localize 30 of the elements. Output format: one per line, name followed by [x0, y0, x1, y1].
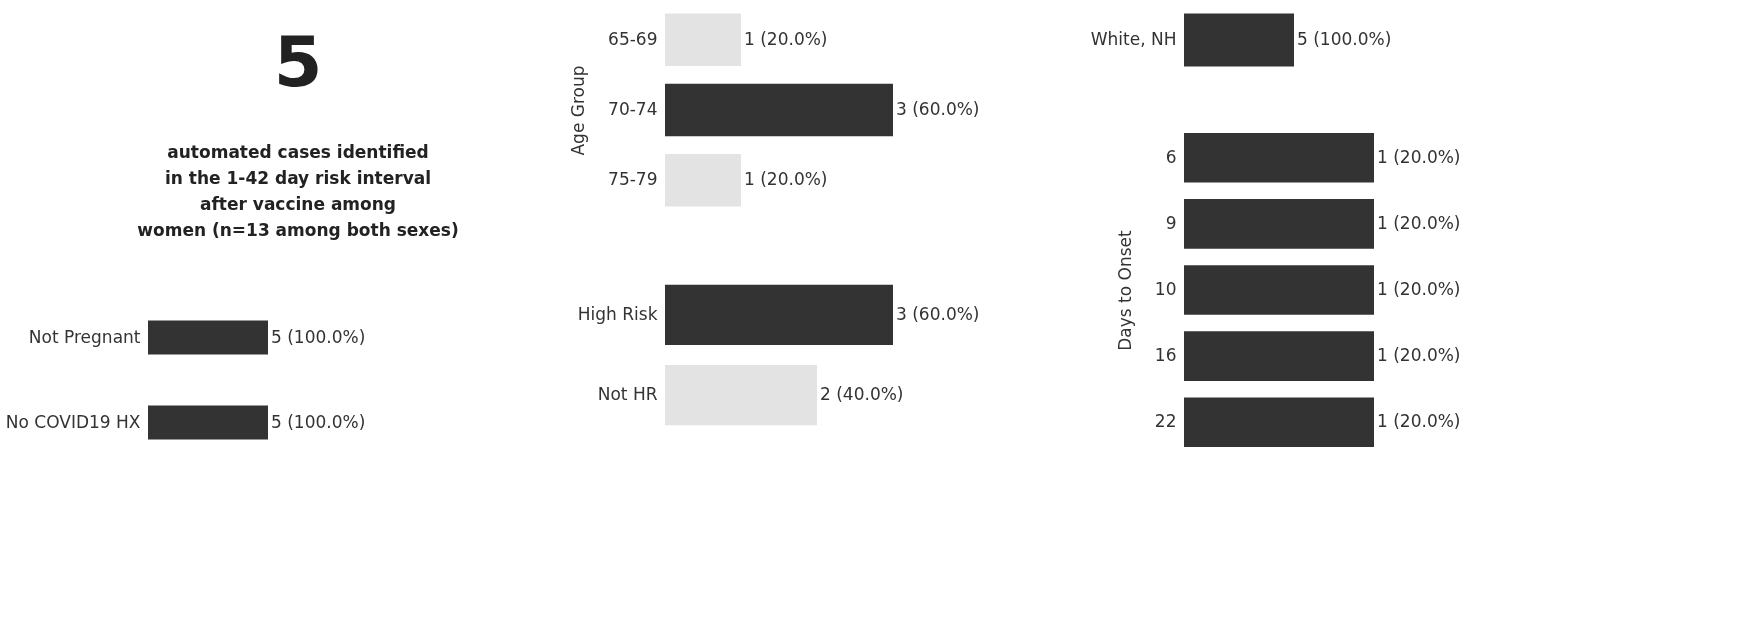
y-tick-label: 75-79 [608, 169, 658, 190]
y-tick-label: Not HR [597, 384, 658, 405]
y-tick-label: 9 [1165, 212, 1177, 233]
text: automated cases identified in the 1-42 day risk interval after vaccine among women (n=13 among both sexes) [137, 142, 459, 240]
y-axis-title: Age Group [568, 65, 589, 156]
data-label: 1 (20.0%) [744, 169, 828, 190]
data-label: 2 (40.0%) [820, 384, 904, 405]
y-tick-label: 10 [1154, 279, 1177, 299]
y-tick-label: 70-74 [608, 99, 658, 119]
y-tick-label: No COVID19 HX [5, 411, 141, 432]
y-tick-label: 16 [1154, 345, 1177, 366]
data-label: 1 (20.0%) [744, 28, 828, 49]
data-label: 1 (20.0%) [1377, 212, 1461, 233]
data-label: 1 (20.0%) [1377, 279, 1461, 299]
y-axis-title: Days to Onset [1114, 229, 1135, 351]
y-tick-label: 65-69 [608, 28, 658, 49]
data-label: 5 (100.0%) [271, 326, 366, 347]
data-label: 5 (100.0%) [271, 411, 366, 432]
data-label: 1 (20.0%) [1377, 411, 1461, 432]
data-label: 3 (60.0%) [896, 99, 980, 119]
data-label: 1 (20.0%) [1377, 345, 1461, 366]
text: 5 [273, 21, 323, 103]
data-label: 3 (60.0%) [896, 303, 980, 324]
y-tick-label: Not Pregnant [28, 326, 141, 347]
y-tick-label: High Risk [577, 303, 658, 324]
y-tick-label: White, NH [1090, 29, 1177, 49]
data-label: 5 (100.0%) [1297, 29, 1392, 49]
y-tick-label: 22 [1154, 411, 1177, 432]
y-tick-label: 6 [1165, 146, 1177, 167]
data-label: 1 (20.0%) [1377, 146, 1461, 167]
